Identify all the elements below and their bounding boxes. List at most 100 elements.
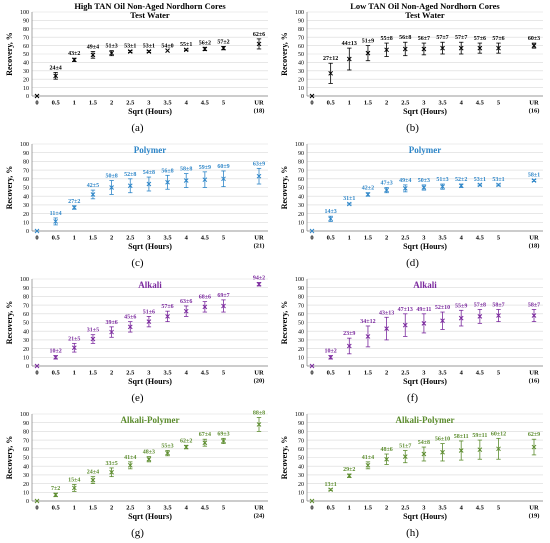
panel-label-g: (g) xyxy=(131,527,144,539)
data-label: 56±8 xyxy=(399,35,411,41)
data-label: 69±3 xyxy=(217,431,229,437)
data-point xyxy=(440,45,445,51)
x-tick-label: 4.5 xyxy=(476,370,485,377)
data-label: 47±3 xyxy=(380,181,392,187)
data-point xyxy=(71,345,77,351)
data-label: 49±4 xyxy=(87,44,99,50)
y-tick-label: 20 xyxy=(23,347,29,353)
data-label: 56±7 xyxy=(418,36,430,42)
y-tick-label: 100 xyxy=(20,412,29,418)
data-point xyxy=(346,201,352,207)
x-tick-label: 2 xyxy=(110,505,113,512)
x-tick-label: (21) xyxy=(254,243,265,250)
data-label: 58±11 xyxy=(454,434,469,440)
data-label: 57±2 xyxy=(217,39,229,45)
x-tick-label: 3 xyxy=(422,505,426,512)
data-point xyxy=(146,456,152,462)
x-tick-label: 4.5 xyxy=(201,370,210,377)
x-tick-label: 0 xyxy=(35,100,38,107)
y-tick-label: 30 xyxy=(23,338,29,344)
y-tick-label: 0 xyxy=(301,364,304,370)
y-tick-label: 70 xyxy=(23,303,29,309)
y-tick-label: 90 xyxy=(298,151,304,157)
data-label: 54±8 xyxy=(143,170,155,176)
x-tick-label: (18) xyxy=(529,243,540,250)
y-axis-title: Recovery, % xyxy=(5,301,14,345)
y-tick-label: 40 xyxy=(298,464,304,470)
data-point xyxy=(365,334,371,339)
y-axis-title: Recovery, % xyxy=(5,166,14,210)
y-tick-label: 40 xyxy=(23,464,29,470)
data-label: 58±1 xyxy=(528,173,540,179)
x-tick-label: 1 xyxy=(348,370,351,377)
data-label: 13±1 xyxy=(325,482,337,488)
data-point xyxy=(256,422,262,427)
x-tick-label: UR xyxy=(254,370,264,377)
data-point xyxy=(34,363,40,369)
chart-panel: 0 10 20 30 40 50 60 70 80 90 100 0 0.5 1 1.5 2 2.5 3 3.5 4 4… xyxy=(280,412,543,521)
x-tick-label: 4.5 xyxy=(201,100,210,107)
y-tick-label: 70 xyxy=(298,35,304,41)
chart-panel: 0 10 20 30 40 50 60 70 80 90 100 0 0.5 1 1.5 2 2.5 3 3.5 4 4… xyxy=(280,277,543,386)
data-label: 50±3 xyxy=(418,178,430,184)
y-tick-label: 20 xyxy=(23,77,29,83)
x-tick-label: 1 xyxy=(73,370,76,377)
data-label: 51±3 xyxy=(436,177,448,183)
y-tick-label: 40 xyxy=(23,329,29,335)
x-tick-label: 1.5 xyxy=(89,235,98,242)
y-tick-label: 0 xyxy=(26,94,29,100)
y-tick-label: 20 xyxy=(298,212,304,218)
data-point xyxy=(165,48,170,53)
data-point xyxy=(346,473,352,479)
chart-subtitle: Test Water xyxy=(130,10,170,20)
data-point xyxy=(531,313,537,318)
x-tick-label: 0 xyxy=(310,505,313,512)
y-tick-label: 90 xyxy=(23,421,29,427)
y-tick-label: 100 xyxy=(295,277,304,283)
x-tick-label: 2 xyxy=(385,100,388,107)
y-tick-label: 70 xyxy=(298,438,304,444)
data-point xyxy=(309,498,315,504)
x-tick-label: 4.5 xyxy=(476,235,485,242)
x-axis-title: Sqrt (Hours) xyxy=(403,377,447,386)
data-label: 7±2 xyxy=(51,486,60,492)
data-label: 51±7 xyxy=(399,444,411,450)
chart-title: Alkali xyxy=(138,280,162,290)
x-tick-label: 3 xyxy=(147,505,151,512)
y-tick-label: 0 xyxy=(301,229,304,235)
data-label: 57±7 xyxy=(455,35,467,41)
data-label: 15±4 xyxy=(68,477,80,483)
data-label: 51±3 xyxy=(105,44,117,50)
data-point xyxy=(256,41,262,47)
data-label: 58±7 xyxy=(528,302,540,308)
y-tick-label: 50 xyxy=(298,321,304,327)
data-point xyxy=(309,93,315,99)
data-point xyxy=(109,469,114,475)
x-tick-label: 0.5 xyxy=(327,370,336,377)
data-label: 60±3 xyxy=(528,36,540,42)
data-label: 31±1 xyxy=(343,196,355,202)
data-label: 62±9 xyxy=(528,432,540,438)
data-point xyxy=(221,176,226,182)
x-tick-label: (24) xyxy=(254,513,265,520)
data-label: 27±12 xyxy=(323,56,338,62)
data-label: 57±6 xyxy=(474,36,486,42)
x-axis-title: Sqrt (Hours) xyxy=(403,107,447,116)
y-tick-label: 0 xyxy=(26,499,29,505)
data-point xyxy=(221,438,226,444)
x-tick-label: 4 xyxy=(185,370,189,377)
y-tick-label: 30 xyxy=(23,473,29,479)
y-tick-label: 60 xyxy=(23,177,29,183)
data-point xyxy=(165,179,170,185)
y-tick-label: 40 xyxy=(23,61,29,67)
x-tick-label: 0 xyxy=(35,370,38,377)
y-tick-label: 60 xyxy=(23,447,29,453)
y-tick-label: 80 xyxy=(298,430,304,436)
x-tick-label: 4.5 xyxy=(201,505,210,512)
data-point xyxy=(531,444,537,450)
chart-title: Low TAN Oil Non-Aged Nordhorn Cores xyxy=(350,1,500,11)
data-point xyxy=(421,451,427,457)
panel-label-h: (h) xyxy=(406,527,419,539)
y-axis-title: Recovery, % xyxy=(280,32,289,76)
